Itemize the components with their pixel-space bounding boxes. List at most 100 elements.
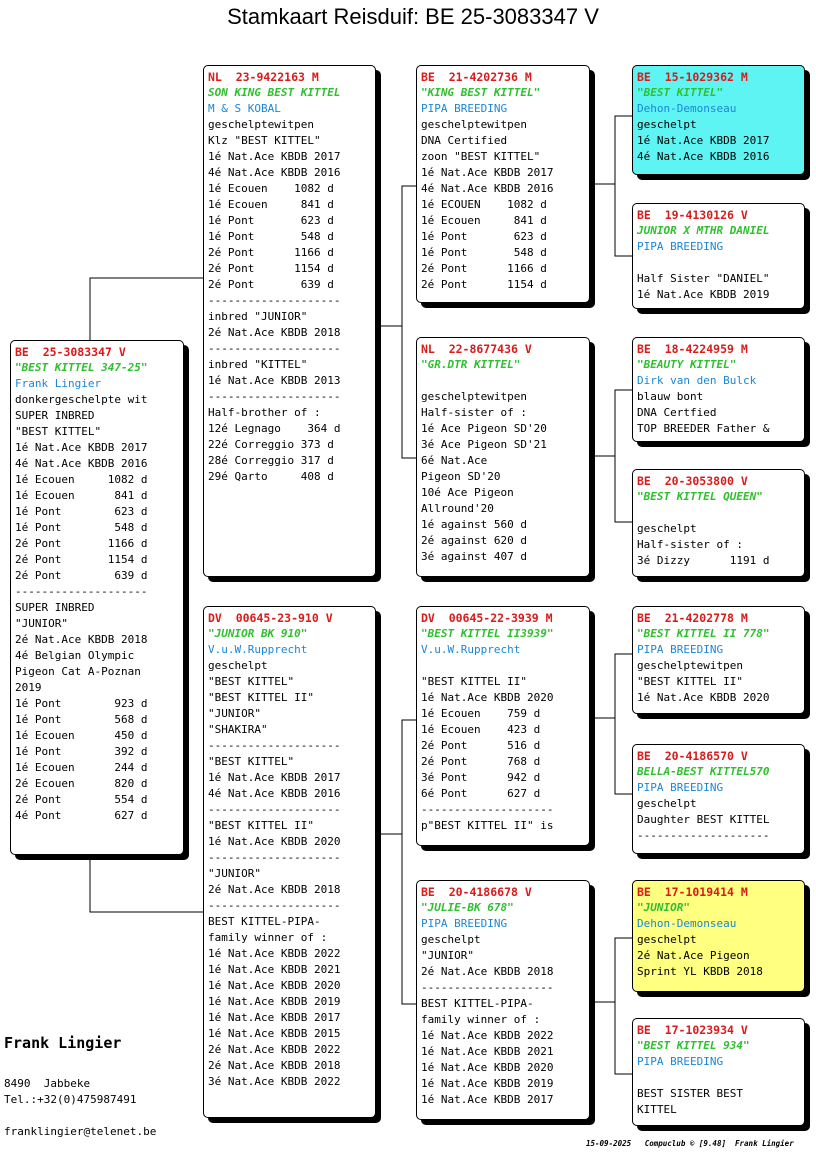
pigeon-name: "GR.DTR KITTEL" bbox=[421, 358, 521, 371]
detail-line: 1é Ecouen 759 d bbox=[421, 707, 541, 720]
detail-line: KITTEL bbox=[637, 1103, 677, 1116]
pigeon-name: SON KING BEST KITTEL bbox=[208, 86, 341, 99]
detail-line: "BEST KITTEL" bbox=[208, 675, 295, 688]
detail-line: 4é Nat.Ace KBDB 2016 bbox=[15, 457, 148, 470]
detail-line: 6é Pont 627 d bbox=[421, 787, 541, 800]
pigeon-name: "BEST KITTEL QUEEN" bbox=[637, 490, 763, 503]
detail-line: geschelpt bbox=[637, 933, 697, 946]
ring-number: BE 15-1029362 M bbox=[637, 70, 748, 84]
pigeon-name: BELLA-BEST KITTEL570 bbox=[637, 765, 770, 778]
detail-line: 2019 bbox=[15, 681, 42, 694]
breeder-name: Dehon-Demonseau bbox=[637, 102, 737, 115]
detail-line: 28é Correggio 317 d bbox=[208, 454, 334, 467]
detail-line: Allround'20 bbox=[421, 502, 494, 515]
detail-line: 29é Qarto 408 d bbox=[208, 470, 334, 483]
detail-line: 4é Nat.Ace KBDB 2016 bbox=[637, 150, 770, 163]
detail-line: 1é Nat.Ace KBDB 2020 bbox=[208, 835, 341, 848]
detail-line: -------------------- bbox=[208, 342, 341, 355]
detail-line: SUPER INBRED bbox=[15, 409, 95, 422]
detail-line: 1é Pont 392 d bbox=[15, 745, 148, 758]
pigeon-name: "KING BEST KITTEL" bbox=[421, 86, 541, 99]
detail-line: family winner of : bbox=[421, 1013, 541, 1026]
detail-line: 2é Pont 639 d bbox=[15, 569, 148, 582]
detail-line: blauw bont bbox=[637, 390, 704, 403]
detail-line: 1é Nat.Ace KBDB 2013 bbox=[208, 374, 341, 387]
detail-line: geschelptewitpen bbox=[637, 659, 743, 672]
detail-line: geschelpt bbox=[637, 522, 697, 535]
detail-line: geschelpt bbox=[637, 118, 697, 131]
ring-number: BE 21-4202778 M bbox=[637, 611, 748, 625]
detail-line: geschelpt bbox=[208, 659, 268, 672]
detail-line: 4é Belgian Olympic bbox=[15, 649, 135, 662]
detail-line: 22é Correggio 373 d bbox=[208, 438, 334, 451]
detail-line: 1é Nat.Ace KBDB 2017 bbox=[208, 1011, 341, 1024]
detail-line: zoon "BEST KITTEL" bbox=[421, 150, 541, 163]
detail-line: geschelpt bbox=[637, 797, 697, 810]
pigeon-details: geschelpt "BEST KITTEL" "BEST KITTEL II" "J… bbox=[208, 658, 371, 1090]
owner-address: 8490 Jabbeke bbox=[4, 1077, 91, 1090]
pigeon-details: geschelpt 2é Nat.Ace Pigeon Sprint YL KBDB… bbox=[637, 932, 800, 980]
detail-line: 1é Pont 548 d bbox=[208, 230, 334, 243]
detail-line: donkergeschelpte wit bbox=[15, 393, 148, 406]
detail-line: Pigeon Cat A-Poznan bbox=[15, 665, 141, 678]
detail-line: BEST KITTEL-PIPA- bbox=[421, 997, 534, 1010]
detail-line: 10é Ace Pigeon bbox=[421, 486, 514, 499]
ring-number: BE 20-4186570 V bbox=[637, 749, 748, 763]
detail-line: -------------------- bbox=[15, 585, 148, 598]
pigeon-name: JUNIOR X MTHR DANIEL bbox=[637, 224, 770, 237]
pigeon-card-fff: BE 15-1029362 M "BEST KITTEL" Dehon-Demo… bbox=[632, 65, 805, 175]
detail-line: 1é Pont 623 d bbox=[421, 230, 547, 243]
pigeon-name: "JUNIOR" bbox=[637, 901, 690, 914]
detail-line: 1é Nat.Ace KBDB 2022 bbox=[421, 1029, 554, 1042]
detail-line: 4é Nat.Ace KBDB 2016 bbox=[208, 787, 341, 800]
pigeon-card-father-father: BE 21-4202736 M "KING BEST KITTEL" PIPA … bbox=[416, 65, 590, 303]
owner-phone: Tel.:+32(0)475987491 bbox=[4, 1093, 137, 1106]
detail-line: 1é Nat.Ace KBDB 2021 bbox=[421, 1045, 554, 1058]
detail-line: "JUNIOR" bbox=[208, 867, 261, 880]
detail-line: "BEST KITTEL" bbox=[15, 425, 102, 438]
detail-line: 1é Ecouen 244 d bbox=[15, 761, 148, 774]
detail-line: 1é Pont 548 d bbox=[421, 246, 547, 259]
pigeon-name: "JUNIOR BK 910" bbox=[208, 627, 308, 640]
detail-line: 2é Nat.Ace KBDB 2018 bbox=[208, 326, 341, 339]
detail-line: 1é Ace Pigeon SD'20 bbox=[421, 422, 547, 435]
pigeon-details: blauw bont DNA Certfied TOP BREEDER Father… bbox=[637, 389, 800, 437]
detail-line: -------------------- bbox=[637, 829, 770, 842]
detail-line: 6é Nat.Ace bbox=[421, 454, 488, 467]
detail-line: 2é Nat.Ace KBDB 2018 bbox=[208, 883, 341, 896]
pigeon-card-ffm: BE 19-4130126 V JUNIOR X MTHR DANIEL PIP… bbox=[632, 203, 805, 309]
detail-line: "JUNIOR" bbox=[15, 617, 68, 630]
detail-line: 3é Nat.Ace KBDB 2022 bbox=[208, 1075, 341, 1088]
detail-line: 2é Pont 1154 d bbox=[421, 278, 547, 291]
detail-line: 1é Pont 548 d bbox=[15, 521, 148, 534]
ring-number: BE 21-4202736 M bbox=[421, 70, 532, 84]
detail-line: geschelptewitpen bbox=[421, 118, 527, 131]
ring-number: BE 20-3053800 V bbox=[637, 474, 748, 488]
detail-line: -------------------- bbox=[208, 294, 341, 307]
detail-line: "SHAKIRA" bbox=[208, 723, 268, 736]
detail-line: 1é Nat.Ace KBDB 2020 bbox=[421, 1061, 554, 1074]
detail-line: geschelptewitpen bbox=[421, 390, 527, 403]
detail-line: 1é Nat.Ace KBDB 2017 bbox=[421, 1093, 554, 1106]
detail-line: -------------------- bbox=[208, 739, 341, 752]
detail-line: Half Sister "DANIEL" bbox=[637, 272, 770, 285]
detail-line: "BEST KITTEL II" bbox=[637, 675, 743, 688]
print-footer: 15-09-2025 Compuclub © [9.48] Frank Ling… bbox=[586, 1139, 794, 1148]
pigeon-card-fmm: BE 20-3053800 V "BEST KITTEL QUEEN" gesc… bbox=[632, 469, 805, 577]
owner-name: Frank Lingier bbox=[4, 1034, 122, 1052]
detail-line: 12é Legnago 364 d bbox=[208, 422, 341, 435]
ring-number: NL 22-8677436 V bbox=[421, 342, 532, 356]
detail-line: 1é Nat.Ace KBDB 2017 bbox=[15, 441, 148, 454]
breeder-name: Frank Lingier bbox=[15, 377, 102, 390]
ring-number: BE 25-3083347 V bbox=[15, 345, 126, 359]
detail-line: 1é Nat.Ace KBDB 2021 bbox=[208, 963, 341, 976]
pigeon-card-mmf: BE 17-1019414 M "JUNIOR" Dehon-Demonseau… bbox=[632, 880, 805, 992]
owner-email: franklingier@telenet.be bbox=[4, 1125, 157, 1138]
detail-line: 3é Dizzy 1191 d bbox=[637, 554, 770, 567]
ring-number: NL 23-9422163 M bbox=[208, 70, 319, 84]
detail-line: BEST SISTER BEST bbox=[637, 1087, 743, 1100]
pigeon-card-mother: DV 00645-23-910 V "JUNIOR BK 910" V.u.W.… bbox=[203, 606, 376, 1118]
pigeon-card-mother-mother: BE 20-4186678 V "JULIE-BK 678" PIPA BREE… bbox=[416, 880, 590, 1120]
detail-line: 1é Pont 623 d bbox=[15, 505, 148, 518]
